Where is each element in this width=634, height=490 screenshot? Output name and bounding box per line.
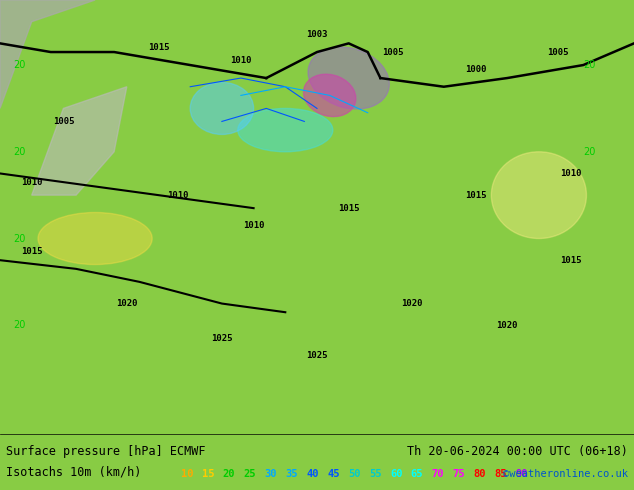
Text: Isotachs 10m (km/h): Isotachs 10m (km/h) [6,466,142,479]
Text: 1015: 1015 [465,191,486,199]
Text: 1020: 1020 [496,321,518,330]
Text: 30: 30 [264,469,277,479]
Text: 90: 90 [515,469,528,479]
Text: 20: 20 [583,147,596,157]
Text: 1010: 1010 [230,56,252,65]
Ellipse shape [38,213,152,265]
Text: 1015: 1015 [338,204,359,213]
Text: 20: 20 [13,147,25,157]
Ellipse shape [308,47,389,109]
Text: 45: 45 [327,469,340,479]
Text: 1003: 1003 [306,30,328,39]
Text: 80: 80 [474,469,486,479]
Text: 60: 60 [390,469,403,479]
Text: Surface pressure [hPa] ECMWF: Surface pressure [hPa] ECMWF [6,445,206,458]
Text: 20: 20 [13,234,25,244]
Text: 1025: 1025 [211,334,233,343]
Text: 20: 20 [223,469,235,479]
Text: 70: 70 [432,469,444,479]
Text: 1020: 1020 [401,299,423,308]
Text: 1005: 1005 [53,117,74,126]
Text: 85: 85 [495,469,507,479]
Text: 1010: 1010 [243,221,264,230]
Text: 55: 55 [369,469,382,479]
Text: 1010: 1010 [167,191,188,199]
Text: 15: 15 [202,469,214,479]
Text: 35: 35 [285,469,298,479]
Ellipse shape [491,152,586,239]
Text: 1015: 1015 [560,256,581,265]
Ellipse shape [238,108,333,152]
Text: 1010: 1010 [560,169,581,178]
Ellipse shape [190,82,254,134]
Text: 1020: 1020 [116,299,138,308]
Text: 1015: 1015 [148,43,169,52]
Text: 75: 75 [453,469,465,479]
Text: 1005: 1005 [547,48,569,56]
Text: 20: 20 [583,60,596,70]
Text: 40: 40 [306,469,319,479]
Text: 1000: 1000 [465,65,486,74]
Text: 20: 20 [13,60,25,70]
Polygon shape [0,0,95,108]
Text: 20: 20 [13,320,25,330]
Text: 1010: 1010 [21,178,42,187]
Text: 10: 10 [181,469,193,479]
Text: 1005: 1005 [382,48,404,56]
Text: Th 20-06-2024 00:00 UTC (06+18): Th 20-06-2024 00:00 UTC (06+18) [407,445,628,458]
Ellipse shape [304,74,356,117]
Text: 65: 65 [411,469,424,479]
Text: 1015: 1015 [21,247,42,256]
Polygon shape [32,87,127,195]
Text: ©weatheronline.co.uk: ©weatheronline.co.uk [503,469,628,479]
Text: 25: 25 [243,469,256,479]
Text: 1025: 1025 [306,351,328,360]
Text: 50: 50 [348,469,361,479]
